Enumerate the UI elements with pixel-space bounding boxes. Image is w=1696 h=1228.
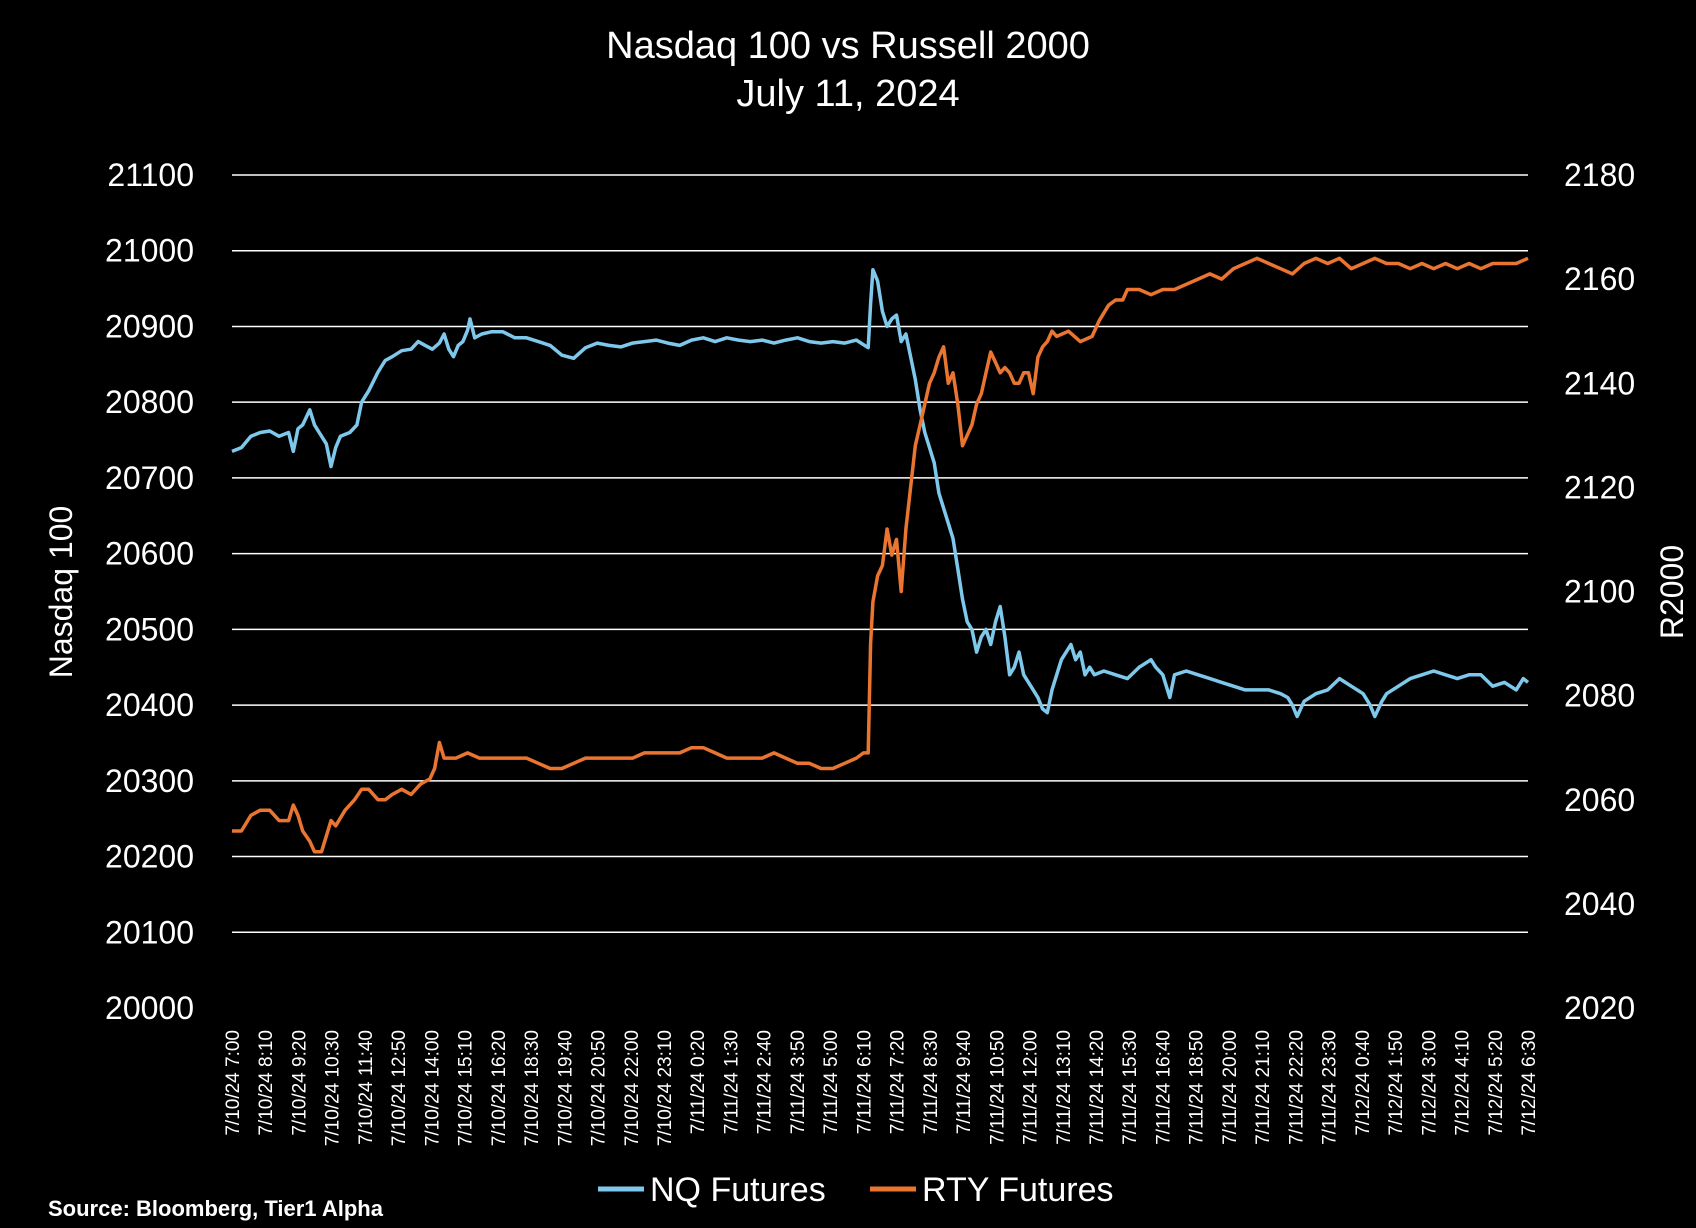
x-tick-label: 7/12/24 4:10 [1453, 1030, 1474, 1136]
x-tick-label: 7/11/24 13:10 [1054, 1030, 1075, 1145]
x-tick-label: 7/10/24 11:40 [356, 1030, 377, 1145]
series-lines [231, 256, 1530, 854]
x-tick-label: 7/10/24 15:10 [456, 1030, 477, 1146]
x-tick-label: 7/11/24 7:20 [888, 1030, 909, 1134]
left-tick-label: 20900 [105, 308, 194, 344]
x-tick-label: 7/11/24 8:30 [921, 1030, 942, 1134]
x-tick-label: 7/11/24 6:10 [854, 1030, 875, 1134]
x-tick-label: 7/10/24 23:10 [655, 1030, 676, 1146]
x-tick-label: 7/10/24 14:00 [422, 1030, 443, 1146]
x-tick-label: 7/11/24 23:30 [1320, 1030, 1341, 1145]
x-tick-label: 7/11/24 9:40 [954, 1030, 975, 1134]
x-tick-label: 7/10/24 18:30 [522, 1030, 543, 1146]
left-tick-label: 20600 [105, 536, 194, 572]
series-line-nq [231, 267, 1530, 719]
x-tick-label: 7/11/24 15:30 [1120, 1030, 1141, 1145]
left-tick-label: 20100 [105, 914, 194, 950]
x-tick-label: 7/11/24 3:50 [788, 1030, 809, 1134]
right-axis-ticks: 2020 2040 2060 2080 2100 2120 2140 2160 2180 [1564, 157, 1635, 1026]
left-tick-label: 20200 [105, 839, 194, 875]
right-tick-label: 2020 [1564, 990, 1635, 1026]
x-tick-label: 7/11/24 20:00 [1220, 1030, 1241, 1145]
x-tick-label: 7/12/24 6:30 [1519, 1030, 1540, 1136]
right-tick-label: 2040 [1564, 886, 1635, 922]
left-tick-label: 20400 [105, 687, 194, 723]
x-tick-label: 7/12/24 3:00 [1419, 1030, 1440, 1136]
left-axis-label: Nasdaq 100 [43, 506, 79, 679]
chart-title-line-1: Nasdaq 100 vs Russell 2000 [606, 25, 1090, 67]
x-tick-label: 7/10/24 16:20 [489, 1030, 510, 1146]
right-tick-label: 2160 [1564, 261, 1635, 297]
left-tick-label: 20800 [105, 384, 194, 420]
left-tick-label: 21100 [107, 157, 194, 193]
x-axis-ticks: 7/10/24 7:00 7/10/24 8:10 7/10/24 9:20 7/10… [223, 1030, 1540, 1146]
left-tick-label: 20300 [105, 763, 194, 799]
legend-label-rty: RTY Futures [922, 1171, 1113, 1209]
x-tick-label: 7/10/24 10:30 [323, 1030, 344, 1146]
left-tick-label: 20700 [105, 460, 194, 496]
x-tick-label: 7/12/24 0:40 [1353, 1030, 1374, 1136]
x-tick-label: 7/11/24 5:00 [821, 1030, 842, 1134]
x-tick-label: 7/12/24 1:50 [1386, 1030, 1407, 1136]
x-tick-label: 7/11/24 0:20 [688, 1030, 709, 1134]
left-tick-label: 20000 [105, 990, 194, 1026]
right-tick-label: 2060 [1564, 782, 1635, 818]
chart-title-line-2: July 11, 2024 [736, 73, 960, 115]
x-tick-label: 7/12/24 5:20 [1486, 1030, 1507, 1136]
left-axis-ticks: 20000 20100 20200 20300 20400 20500 20600 20700… [105, 157, 194, 1026]
right-tick-label: 2080 [1564, 678, 1635, 714]
x-tick-label: 7/11/24 12:00 [1021, 1030, 1042, 1145]
x-tick-label: 7/10/24 7:00 [223, 1030, 244, 1136]
x-tick-label: 7/11/24 10:50 [987, 1030, 1008, 1145]
gridlines [232, 174, 1528, 934]
source-note: Source: Bloomberg, Tier1 Alpha [48, 1196, 383, 1221]
x-tick-label: 7/10/24 8:10 [256, 1030, 277, 1136]
x-tick-label: 7/10/24 19:40 [555, 1030, 576, 1146]
right-tick-label: 2100 [1564, 574, 1635, 610]
series-line-rty [232, 256, 1529, 854]
x-tick-label: 7/11/24 16:40 [1153, 1030, 1174, 1145]
right-axis-label: R2000 [1654, 545, 1690, 639]
chart-title: Nasdaq 100 vs Russell 2000 July 11, 2024 [0, 22, 1696, 118]
x-tick-label: 7/10/24 20:50 [589, 1030, 610, 1146]
x-tick-label: 7/10/24 9:20 [289, 1030, 310, 1136]
right-tick-label: 2120 [1564, 469, 1635, 505]
x-tick-label: 7/11/24 18:50 [1187, 1030, 1208, 1145]
x-tick-label: 7/11/24 14:20 [1087, 1030, 1108, 1145]
left-tick-label: 21000 [105, 233, 194, 269]
legend-label-nq: NQ Futures [650, 1171, 826, 1209]
x-tick-label: 7/11/24 2:40 [755, 1030, 776, 1134]
right-tick-label: 2180 [1564, 157, 1635, 193]
x-tick-label: 7/10/24 12:50 [389, 1030, 410, 1146]
legend: NQ Futures RTY Futures [598, 1171, 1113, 1209]
x-tick-label: 7/10/24 22:00 [622, 1030, 643, 1146]
x-tick-label: 7/11/24 21:10 [1253, 1030, 1274, 1145]
x-tick-label: 7/11/24 22:20 [1286, 1030, 1307, 1145]
right-tick-label: 2140 [1564, 365, 1635, 401]
left-tick-label: 20500 [105, 611, 194, 647]
x-tick-label: 7/11/24 1:30 [721, 1030, 742, 1134]
